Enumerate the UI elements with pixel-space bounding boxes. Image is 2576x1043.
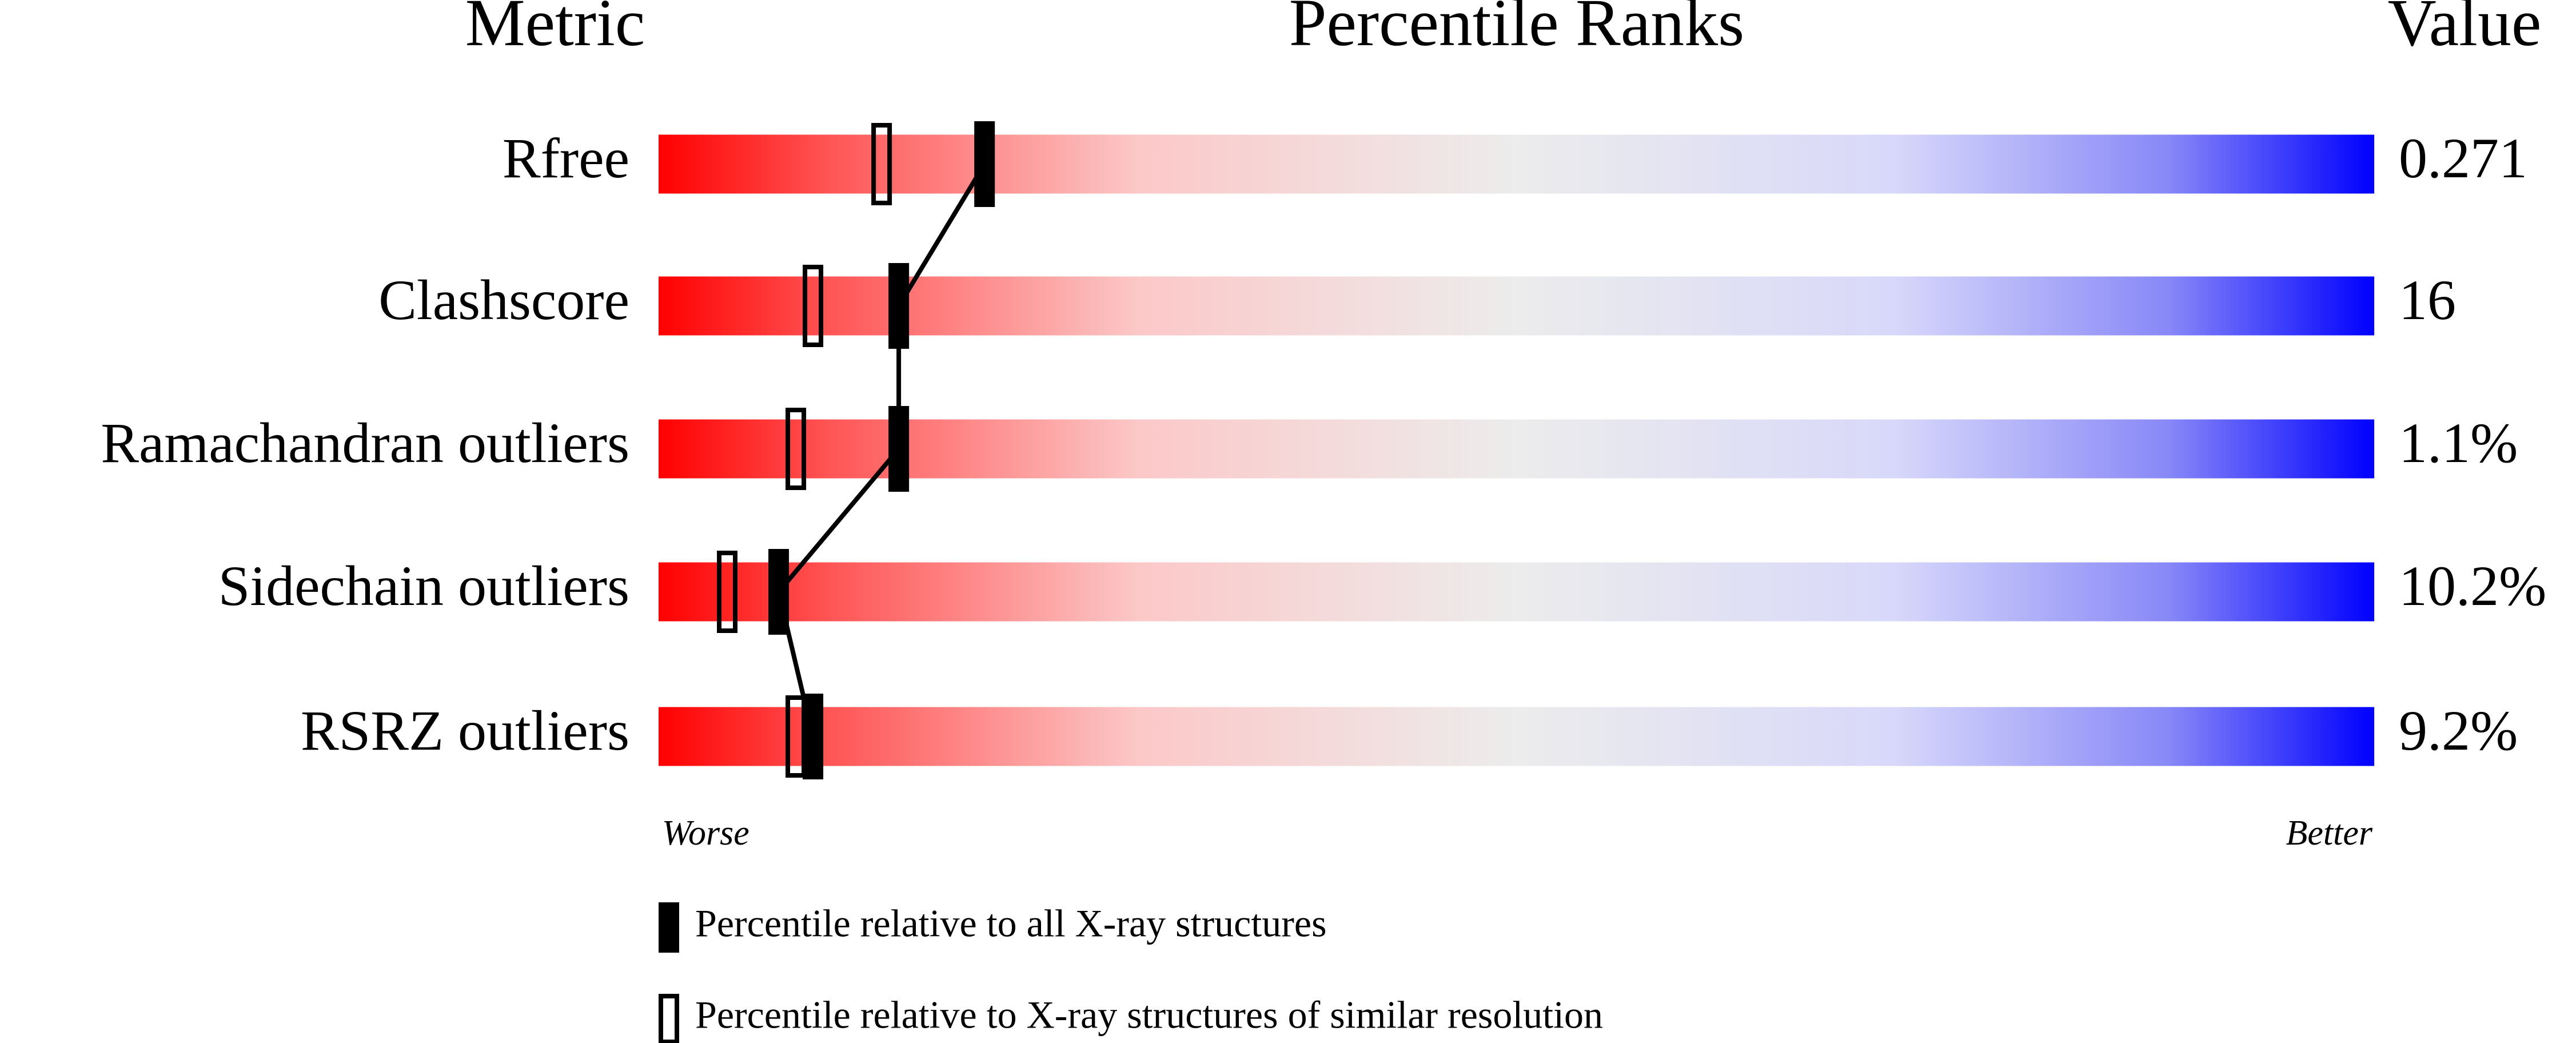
- slider-bar: [659, 562, 2374, 622]
- metric-value: 10.2%: [2399, 554, 2546, 618]
- legend-label: Percentile relative to X-ray structures …: [695, 993, 1603, 1037]
- slider-bar: [659, 134, 2374, 194]
- legend-swatch: [659, 994, 679, 1043]
- metric-label: Rfree: [503, 126, 629, 190]
- metric-value: 1.1%: [2399, 411, 2518, 475]
- percentile-marker: [803, 694, 824, 779]
- metric-value: 9.2%: [2399, 699, 2518, 762]
- legend-label: Percentile relative to all X-ray structu…: [695, 902, 1327, 945]
- percentile-marker-open: [717, 551, 738, 633]
- slider-bar: [659, 276, 2374, 336]
- metric-value: 0.271: [2399, 126, 2527, 190]
- percentile-marker-open: [803, 265, 824, 347]
- high-label: Better: [2286, 814, 2373, 853]
- metric-label: Clashscore: [378, 268, 629, 332]
- percentile-marker: [888, 263, 910, 349]
- chart-title: Percentile Ranks: [1289, 0, 1744, 60]
- percentile-marker: [888, 406, 910, 492]
- metric-value: 16: [2399, 268, 2456, 332]
- value-header: Value: [2388, 0, 2542, 60]
- metric-label: RSRZ outliers: [301, 699, 629, 762]
- slider-bar: [659, 707, 2374, 766]
- low-label: Worse: [662, 814, 749, 853]
- percentile-marker-open: [785, 408, 807, 490]
- metric-label: Ramachandran outliers: [101, 411, 629, 475]
- percentile-marker: [768, 549, 789, 635]
- slider-bar: [659, 419, 2374, 479]
- percentile-marker-open: [871, 123, 892, 205]
- metric-header: Metric: [465, 0, 645, 60]
- legend-swatch: [659, 902, 679, 953]
- percentile-marker: [974, 121, 995, 207]
- metric-label: Sidechain outliers: [218, 554, 629, 618]
